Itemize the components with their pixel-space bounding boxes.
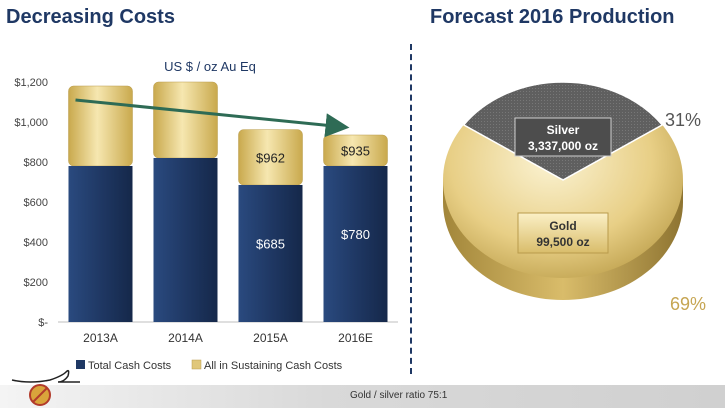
silver-label-amount: 3,337,000 oz [528, 139, 598, 153]
aisc-value-label: $935 [341, 144, 370, 159]
y-tick-label: $1,000 [14, 117, 48, 129]
gold-label-amount: 99,500 oz [536, 235, 589, 249]
cost-bar-chart: US $ / oz Au Eq $- $200 $400 $600 $800 $1,000 $… [14, 59, 398, 372]
footer-text: Gold / silver ratio 75:1 [350, 390, 448, 401]
y-tick-label: $- [38, 317, 48, 329]
gold-label-name: Gold [549, 219, 576, 233]
trend-arrow [75, 98, 350, 138]
silver-label-box [514, 117, 612, 157]
silver-label-name: Silver [547, 123, 580, 137]
x-tick-label: 2013A [83, 331, 118, 345]
x-tick-label: 2014A [168, 331, 203, 345]
chart-subtitle: US $ / oz Au Eq [164, 59, 256, 74]
silver-percent-label: 31% [665, 110, 701, 130]
cash-cost-bar [153, 158, 218, 322]
right-title: Forecast 2016 Production [430, 6, 675, 28]
cash-cost-bar [238, 185, 303, 322]
left-title: Decreasing Costs [6, 6, 175, 28]
y-tick-label: $1,200 [14, 77, 48, 89]
cash-cost-bar [68, 166, 133, 322]
production-pie-chart: Silver 3,337,000 oz Gold 99,500 oz 31% 69% [443, 81, 706, 314]
cash-cost-value-label: $780 [341, 227, 370, 242]
y-tick-label: $200 [24, 277, 48, 289]
company-logo [11, 369, 80, 406]
aisc-value-label: $962 [256, 150, 285, 165]
y-tick-label: $600 [24, 197, 48, 209]
cash-cost-bar [323, 166, 388, 322]
gold-percent-label: 69% [670, 294, 706, 314]
aisc-bar [153, 81, 218, 159]
legend-swatch-cash [76, 360, 85, 369]
section-divider [410, 44, 412, 374]
x-tick-label: 2015A [253, 331, 288, 345]
x-tick-label: 2016E [338, 331, 373, 345]
footer-bar: Gold / silver ratio 75:1 [0, 385, 725, 408]
legend-swatch-aisc [191, 359, 202, 370]
legend-label-aisc: All in Sustaining Cash Costs [204, 360, 343, 372]
y-tick-label: $800 [24, 157, 48, 169]
gold-label-box [517, 212, 609, 254]
y-tick-label: $400 [24, 237, 48, 249]
legend-label-cash: Total Cash Costs [88, 360, 172, 372]
aisc-bar [68, 85, 133, 167]
cash-cost-value-label: $685 [256, 237, 285, 252]
